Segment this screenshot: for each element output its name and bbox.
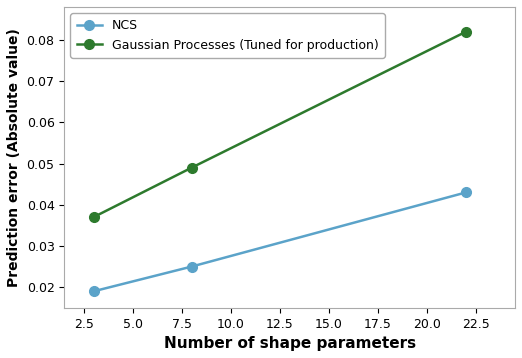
Gaussian Processes (Tuned for production) — [90, 215, 97, 219]
NCS — [188, 265, 195, 269]
Legend: NCS, Gaussian Processes (Tuned for production): NCS, Gaussian Processes (Tuned for produ… — [70, 13, 385, 58]
Line: Gaussian Processes (Tuned for production): Gaussian Processes (Tuned for production… — [89, 27, 471, 222]
X-axis label: Number of shape parameters: Number of shape parameters — [163, 336, 416, 351]
Gaussian Processes (Tuned for production) — [188, 165, 195, 170]
Line: NCS: NCS — [89, 188, 471, 296]
NCS — [90, 289, 97, 294]
Gaussian Processes (Tuned for production) — [463, 29, 469, 34]
NCS — [463, 190, 469, 194]
Y-axis label: Prediction error (Absolute value): Prediction error (Absolute value) — [7, 28, 21, 287]
